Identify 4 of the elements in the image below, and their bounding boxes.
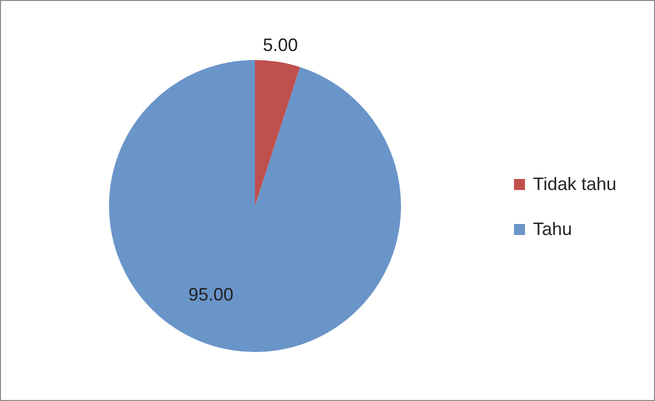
legend-label: Tidak tahu	[533, 174, 616, 194]
data-label: 95.00	[188, 284, 234, 304]
data-label: 5.00	[262, 34, 298, 55]
legend-label: Tahu	[533, 218, 572, 240]
